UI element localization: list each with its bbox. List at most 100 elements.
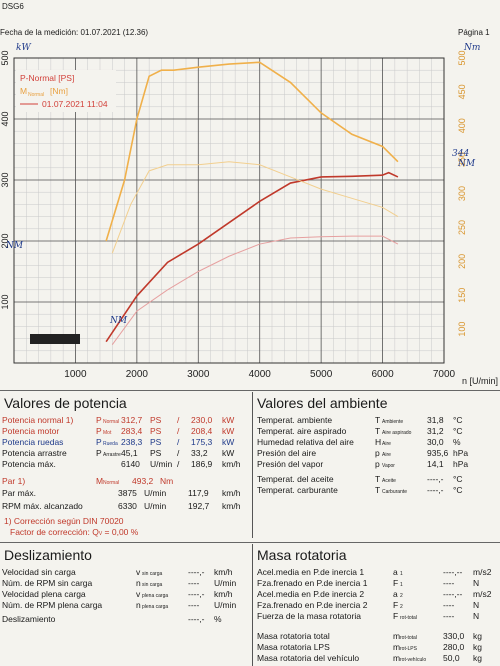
x-tick-label: 4000 — [249, 369, 272, 380]
row-label: Potencia máx. — [2, 459, 56, 469]
row-value: 31,8 — [427, 415, 444, 425]
row-symbol-sub: Carburante — [382, 489, 408, 495]
row-value-kw: 208,4 — [191, 426, 213, 436]
row-unit: °C — [453, 415, 463, 425]
row-symbol-sub: Aire aspirado — [382, 430, 412, 436]
row-label: Temperat. carburante — [257, 485, 338, 495]
x-tick-label: 6000 — [371, 369, 394, 380]
row-unit: °C — [453, 474, 463, 484]
row-value-kw: 33,2 — [191, 448, 208, 458]
section-title-ambiente: Valores del ambiente — [257, 395, 388, 411]
row-label: Potencia normal 1) — [2, 415, 74, 425]
y-tick-label-left: 300 — [0, 172, 10, 187]
row-unit: U/min — [144, 488, 167, 498]
x-axis-label: n [U/min] — [462, 376, 498, 386]
row-symbol: T — [375, 426, 381, 436]
row-symbol-sub: Aire — [382, 452, 391, 458]
row-unit: km/h — [214, 567, 233, 577]
foot-factor-label: Factor de corrección: Q — [10, 527, 99, 537]
row-unit: °C — [453, 426, 463, 436]
row-unit-ps: PS — [150, 437, 162, 447]
section-title-potencia: Valores de potencia — [4, 395, 127, 411]
row-label: Par máx. — [2, 488, 37, 498]
legend-entry: P-Normal [PS] — [20, 73, 74, 83]
handwritten-annotation: NM — [457, 159, 476, 169]
row-label: Humedad relativa del aire — [257, 437, 354, 447]
row-symbol-sub: Arrastre — [103, 452, 121, 458]
row-symbol: M — [96, 476, 104, 486]
row-symbol-sub: plena carga — [142, 604, 169, 610]
row-unit: Nm — [160, 476, 174, 486]
row-value: ----,- — [188, 567, 205, 577]
handwritten-annotation: Nm — [463, 43, 480, 53]
row-symbol: T — [375, 415, 381, 425]
row-unit: % — [214, 614, 222, 624]
row-symbol: v — [136, 589, 141, 599]
y-tick-label-right: 450 — [457, 84, 467, 99]
row-sep: / — [177, 415, 180, 425]
row-unit-kw: kW — [222, 426, 235, 436]
row-symbol-sub: 1 — [400, 571, 403, 577]
row-value: ----,- — [188, 589, 205, 599]
row-symbol-sub: 1 — [400, 582, 403, 588]
x-tick-label: 3000 — [187, 369, 210, 380]
row-symbol-sub: Vapor — [382, 463, 395, 469]
row-unit: kg — [473, 642, 482, 652]
row-label: Velocidad sin carga — [2, 567, 76, 577]
legend-unit: [Nm] — [50, 86, 68, 96]
row-label: Fza.frenado en P.de inercia 1 — [257, 578, 368, 588]
page-number: Página 1 — [458, 28, 490, 37]
row-value: ---- — [188, 600, 200, 610]
series-line-2 — [111, 235, 399, 345]
row-label: Temperat. aire aspirado — [257, 426, 347, 436]
row-unit: U/min — [144, 501, 167, 511]
row-value: 117,9 — [188, 488, 209, 498]
row-symbol: P — [96, 437, 102, 447]
row-label: Fza.frenado en P.de inercia 2 — [257, 600, 368, 610]
row-value: ----,- — [188, 614, 205, 624]
row-unit-kw: km/h — [222, 459, 241, 469]
foot-correction: 1) Corrección según DIN 70020 — [4, 516, 124, 526]
row-symbol: m — [393, 653, 401, 663]
row-symbol: p — [375, 459, 380, 469]
y-tick-label-right: 400 — [457, 118, 467, 133]
x-tick-label: 2000 — [126, 369, 149, 380]
row-label: Potencia arrastre — [2, 448, 67, 458]
row-symbol-sub: rot-total — [400, 615, 417, 621]
foot-factor: Factor de corrección: QV = 0,00 % — [10, 527, 138, 537]
row-symbol: T — [375, 474, 381, 484]
row-unit: N — [473, 600, 480, 610]
row-label: Potencia ruedas — [2, 437, 64, 447]
row-value: ---- — [443, 600, 455, 610]
row-symbol-sub: sin carga — [142, 582, 163, 588]
row-value: 493,2 — [132, 476, 154, 486]
row-label: Masa rotatoria total — [257, 631, 330, 641]
row-unit: N — [473, 578, 480, 588]
handwritten-annotation: NM — [5, 241, 24, 251]
row-unit: kg — [473, 631, 482, 641]
row-value: 3875 — [118, 488, 137, 498]
row-value: 330,0 — [443, 631, 465, 641]
row-symbol: a — [393, 589, 398, 599]
measurement-date: Fecha de la medición: 01.07.2021 (12.36) — [0, 28, 149, 37]
row-value-ps: 238,3 — [121, 437, 143, 447]
row-label: Potencia motor — [2, 426, 60, 436]
row-symbol: P — [96, 415, 102, 425]
y-tick-label-right: 250 — [457, 220, 467, 235]
row-value-kw: 186,9 — [191, 459, 213, 469]
y-tick-label-left: 400 — [0, 111, 10, 126]
row-symbol: m — [393, 631, 401, 641]
row-value-ps: 45,1 — [121, 448, 138, 458]
row-label: Presión del aire — [257, 448, 317, 458]
row-symbol: m — [393, 642, 401, 652]
legend-entry: M — [20, 86, 27, 96]
row-value: 6330 — [118, 501, 137, 511]
series-line-3 — [111, 161, 399, 254]
row-label: RPM máx. alcanzado — [2, 501, 83, 511]
handwritten-annotation: kW — [16, 43, 31, 53]
foot-factor-sub: V — [98, 531, 103, 537]
x-tick-label: 7000 — [433, 369, 456, 380]
row-value: ----,- — [427, 485, 444, 495]
y-tick-label-left: 200 — [0, 233, 10, 248]
row-symbol: F — [393, 600, 399, 610]
